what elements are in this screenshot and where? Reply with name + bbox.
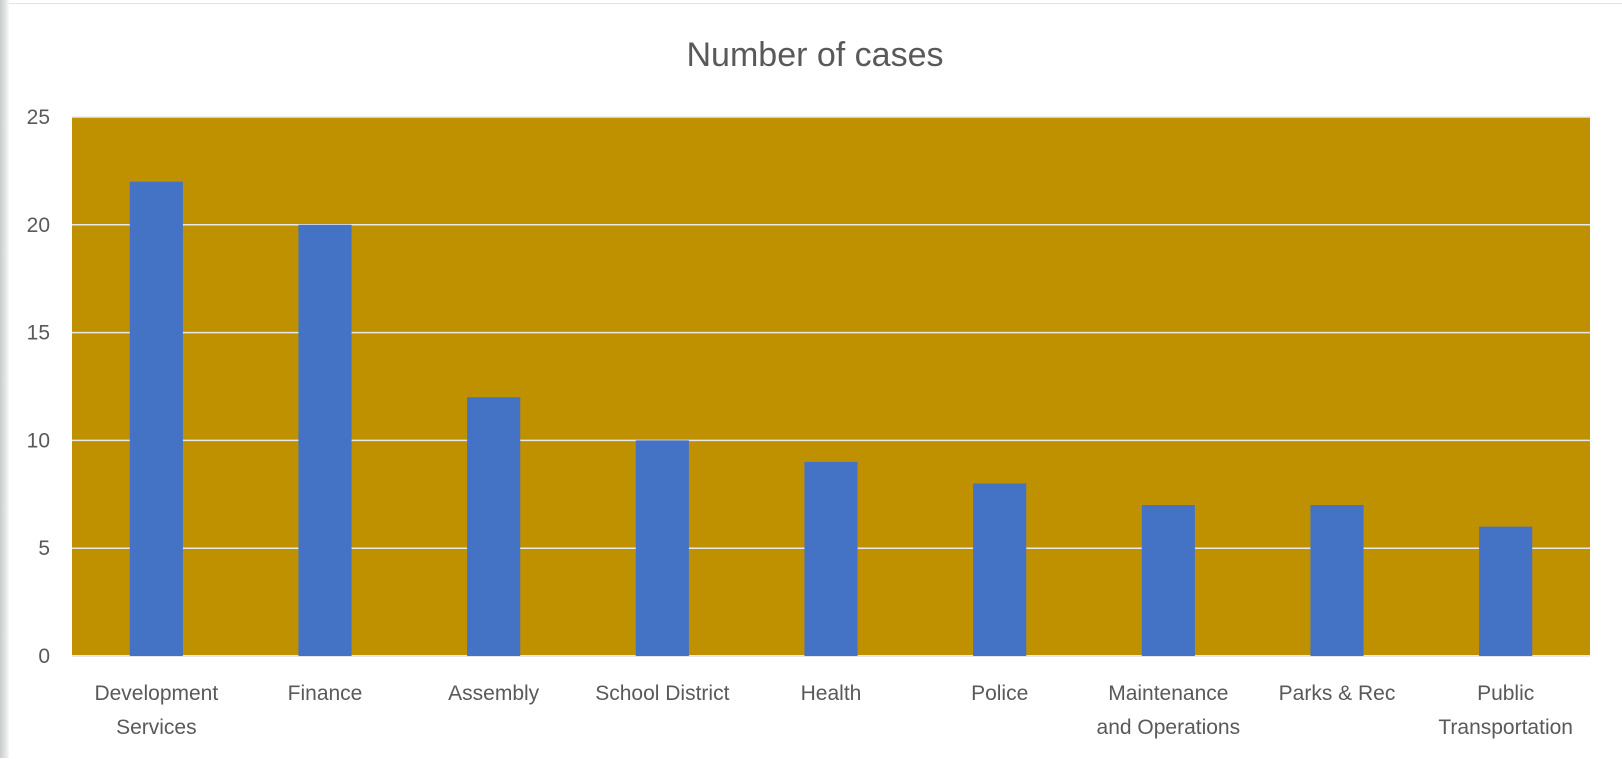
x-tick-label: Assembly [448, 682, 540, 705]
x-tick-label: School District [595, 682, 729, 705]
bar [129, 181, 183, 656]
y-tick-label: 15 [27, 322, 50, 345]
x-axis: Development Services Finance Assembly School… [94, 682, 1573, 739]
chart-title: Number of cases [687, 36, 944, 74]
bar [804, 461, 858, 656]
x-tick-label: Finance [288, 682, 363, 705]
bar [1310, 505, 1364, 656]
bar [1479, 526, 1533, 656]
x-tick-label: Services [116, 716, 197, 739]
y-tick-label: 5 [38, 537, 50, 560]
y-tick-label: 20 [27, 214, 50, 237]
x-tick-label: Parks & Rec [1279, 682, 1396, 705]
y-tick-label: 25 [27, 106, 50, 129]
x-tick-label: Transportation [1438, 716, 1573, 739]
x-tick-label: Health [801, 682, 862, 705]
bar [635, 440, 689, 656]
bar [1141, 505, 1195, 656]
bar [973, 483, 1027, 656]
bar [467, 397, 521, 656]
x-tick-label: Development [94, 682, 218, 705]
x-tick-label: Maintenance [1108, 682, 1228, 705]
x-tick-label: Public [1477, 682, 1534, 705]
y-axis: 0 5 10 15 20 25 [27, 106, 50, 668]
x-tick-label: and Operations [1097, 716, 1241, 739]
y-tick-label: 0 [38, 645, 50, 668]
bar [298, 224, 352, 657]
x-tick-label: Police [971, 682, 1028, 705]
y-tick-label: 10 [27, 429, 50, 452]
bars [129, 181, 1533, 657]
